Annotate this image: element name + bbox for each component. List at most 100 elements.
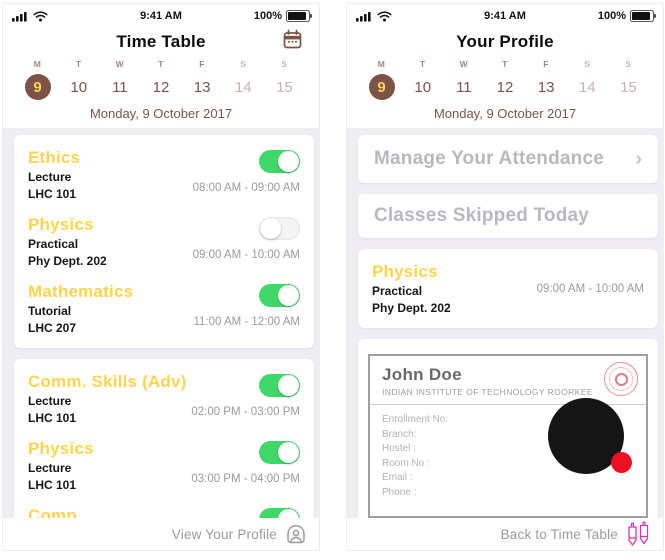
profile-content: Manage Your Attendance › Classes Skipped… <box>347 128 663 518</box>
date-cell[interactable]: 10 <box>414 78 432 96</box>
status-bar: 9:41 AM 100% <box>3 4 319 28</box>
student-name: John Doe <box>382 365 462 384</box>
id-field-label: Hostel : <box>382 443 416 454</box>
course-type: Lecture <box>28 394 72 408</box>
course-time: 11:00 AM - 12:00 AM <box>193 316 300 328</box>
course-room: LHC 101 <box>28 478 77 492</box>
week-dates-row: 9 10 11 12 13 14 15 <box>347 74 663 100</box>
back-to-timetable-label: Back to Time Table <box>500 526 618 542</box>
attendance-toggle[interactable] <box>259 441 300 464</box>
attendance-toggle[interactable] <box>259 217 300 240</box>
date-selected[interactable]: 9 <box>24 74 51 100</box>
week-dates-row: 9 10 11 12 13 14 15 <box>3 74 319 100</box>
weekday-letters-row: M T W T F S S <box>347 59 663 69</box>
page-title: Your Profile <box>456 32 554 51</box>
profile-screen: 9:41 AM 100% Your Profile M T W T F S S … <box>346 3 664 551</box>
date-cell[interactable]: 11 <box>112 78 128 96</box>
course-time: 09:00 AM - 10:00 AM <box>536 283 644 295</box>
course-type: Lecture <box>28 461 72 475</box>
class-row: Physics Practical Phy Dept. 202 09:00 AM… <box>28 208 300 275</box>
status-time: 9:41 AM <box>484 10 526 22</box>
weekday-letter: S <box>281 59 288 69</box>
chevron-right-icon: › <box>635 148 642 170</box>
course-time: 02:00 PM - 03:00 PM <box>191 406 300 418</box>
battery-icon <box>286 10 312 22</box>
institute-name: INDIAN INSTITUTE OF TECHNOLOGY ROORKEE <box>382 387 593 397</box>
skipped-class-card: Physics Practical Phy Dept. 202 09:00 AM… <box>358 249 658 328</box>
date-cell[interactable]: 10 <box>70 78 88 96</box>
edit-pens-icon <box>627 521 650 547</box>
course-title: Physics <box>28 215 94 234</box>
attendance-toggle[interactable] <box>259 284 300 307</box>
battery-percent: 100% <box>597 10 626 22</box>
profile-person-icon <box>286 524 306 545</box>
cellular-signal-icon <box>12 11 29 22</box>
battery-icon <box>630 10 656 22</box>
course-room: Phy Dept. 202 <box>372 301 451 315</box>
title-bar: Your Profile <box>347 28 663 56</box>
course-room: LHC 101 <box>28 187 77 201</box>
class-row: Ethics Lecture LHC 101 08:00 AM - 09:00 … <box>28 141 300 208</box>
class-row: Comm. Skills (Adv) Lecture LHC 101 02:00… <box>28 365 300 432</box>
weekday-letters-row: M T W T F S S <box>3 59 319 69</box>
date-cell[interactable]: 11 <box>456 78 472 96</box>
weekday-letter: F <box>199 59 205 69</box>
course-title: Physics <box>28 439 94 458</box>
course-title: Ethics <box>28 148 81 167</box>
back-to-timetable-link[interactable]: Back to Time Table <box>347 518 663 550</box>
wifi-icon <box>377 10 392 22</box>
class-row: Physics Practical Phy Dept. 202 09:00 AM… <box>372 255 644 322</box>
battery-percent: 100% <box>253 10 282 22</box>
manage-attendance-button[interactable]: Manage Your Attendance › <box>358 135 658 183</box>
afternoon-classes-card: Comm. Skills (Adv) Lecture LHC 101 02:00… <box>14 359 314 518</box>
date-cell[interactable]: 12 <box>496 78 514 96</box>
cellular-signal-icon <box>356 11 373 22</box>
weekday-letter: T <box>158 59 164 69</box>
id-card-divider <box>370 404 646 405</box>
morning-classes-card: Ethics Lecture LHC 101 08:00 AM - 09:00 … <box>14 135 314 348</box>
course-type: Lecture <box>28 170 72 184</box>
date-cell[interactable]: 13 <box>193 78 211 96</box>
date-selected[interactable]: 9 <box>368 74 395 100</box>
id-field-label: Room No : <box>382 457 430 469</box>
date-cell[interactable]: 15 <box>620 78 637 96</box>
weekday-letter: W <box>115 59 125 69</box>
id-field-label: Enrollment No: <box>382 414 449 425</box>
status-time: 9:41 AM <box>140 10 182 22</box>
view-profile-link[interactable]: View Your Profile <box>3 518 319 550</box>
course-time: 09:00 AM - 10:00 AM <box>192 249 300 261</box>
red-status-dot <box>611 452 632 473</box>
manage-attendance-label: Manage Your Attendance <box>374 148 604 169</box>
date-cell[interactable]: 13 <box>537 78 555 96</box>
classes-skipped-heading: Classes Skipped Today <box>374 205 590 226</box>
id-card-box: John Doe INDIAN INSTITUTE OF TECHNOLOGY … <box>368 354 648 518</box>
date-cell[interactable]: 12 <box>152 78 170 96</box>
timetable-list: Ethics Lecture LHC 101 08:00 AM - 09:00 … <box>3 128 319 518</box>
date-cell[interactable]: 15 <box>276 78 293 96</box>
weekday-letter: M <box>33 59 42 69</box>
course-title: Comm. Skills (Adv) <box>28 372 187 391</box>
attendance-toggle[interactable] <box>259 508 300 518</box>
course-time: 08:00 AM - 09:00 AM <box>192 182 300 194</box>
course-room: LHC 101 <box>28 411 77 425</box>
weekday-letter: S <box>240 59 247 69</box>
date-cell[interactable]: 14 <box>234 78 252 96</box>
attendance-toggle[interactable] <box>259 150 300 173</box>
course-title: Mathematics <box>28 282 134 301</box>
wifi-icon <box>33 10 48 22</box>
course-time: 03:00 PM - 04:00 PM <box>191 473 300 485</box>
calendar-icon[interactable] <box>282 29 303 50</box>
id-field-label: Email : <box>382 472 413 483</box>
date-cell[interactable]: 14 <box>578 78 596 96</box>
course-room: Phy Dept. 202 <box>28 254 107 268</box>
attendance-toggle[interactable] <box>259 374 300 397</box>
course-type: Practical <box>372 284 423 298</box>
weekday-letter: S <box>625 59 632 69</box>
class-row: Mathematics Tutorial LHC 207 11:00 AM - … <box>28 275 300 342</box>
course-room: LHC 207 <box>28 321 77 335</box>
timetable-screen: 9:41 AM 100% Time Table M T W T F S S 9 … <box>2 3 320 551</box>
id-field-label: Phone : <box>382 486 417 498</box>
student-id-card: John Doe INDIAN INSTITUTE OF TECHNOLOGY … <box>358 339 658 518</box>
iitr-seal-logo-icon <box>604 362 638 396</box>
